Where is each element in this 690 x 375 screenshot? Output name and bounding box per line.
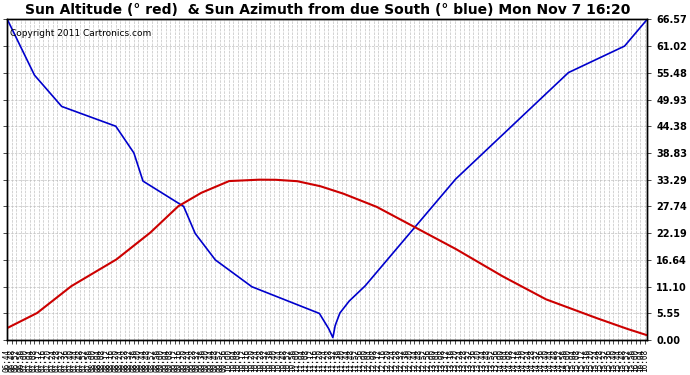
Title: Sun Altitude (° red)  & Sun Azimuth from due South (° blue) Mon Nov 7 16:20: Sun Altitude (° red) & Sun Azimuth from … [25, 3, 630, 17]
Text: Copyright 2011 Cartronics.com: Copyright 2011 Cartronics.com [10, 29, 152, 38]
